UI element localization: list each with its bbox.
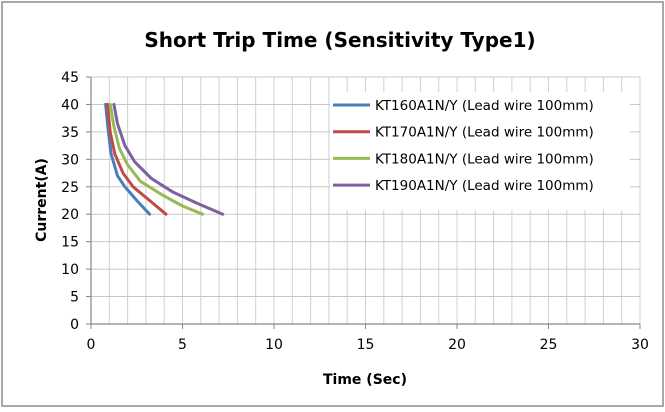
x-tick-label: 20	[448, 337, 466, 353]
series-line-3	[108, 102, 205, 216]
series-line-1	[104, 102, 152, 216]
y-tick-label: 20	[61, 207, 79, 223]
x-tick-label: 30	[631, 337, 649, 353]
data-series	[104, 102, 225, 216]
legend-label-2: KT170A1N/Y (Lead wire 100mm)	[375, 125, 594, 141]
x-tick-label: 5	[178, 337, 187, 353]
y-tick-label: 10	[61, 262, 79, 278]
legend-label-1: KT160A1N/Y (Lead wire 100mm)	[375, 98, 594, 114]
tick-labels: 0 5 10 15 20 25 30 0 5 10 15 20 25 30 35 40 45	[61, 70, 649, 353]
y-tick-label: 15	[61, 235, 79, 251]
y-tick-label: 0	[70, 317, 79, 333]
legend: KT160A1N/Y (Lead wire 100mm) KT170A1N/Y (…	[330, 92, 630, 210]
x-axis-label: Time (Sec)	[323, 372, 407, 388]
series-line-2	[106, 102, 168, 216]
x-tick-label: 0	[87, 337, 96, 353]
legend-box	[330, 92, 630, 210]
axes	[86, 76, 641, 329]
y-tick-label: 40	[61, 97, 79, 113]
y-tick-label: 35	[61, 125, 79, 141]
x-tick-label: 25	[540, 337, 558, 353]
y-tick-label: 30	[61, 152, 79, 168]
y-tick-label: 25	[61, 180, 79, 196]
y-tick-label: 45	[61, 70, 79, 86]
chart-title: Short Trip Time (Sensitivity Type1)	[144, 28, 535, 52]
x-tick-label: 10	[265, 337, 283, 353]
x-tick-label: 15	[357, 337, 375, 353]
series-line-4	[112, 102, 225, 216]
legend-label-4: KT190A1N/Y (Lead wire 100mm)	[375, 178, 594, 194]
legend-label-3: KT180A1N/Y (Lead wire 100mm)	[375, 151, 594, 167]
y-axis-label: Current(A)	[34, 158, 50, 242]
y-tick-label: 5	[70, 290, 79, 306]
